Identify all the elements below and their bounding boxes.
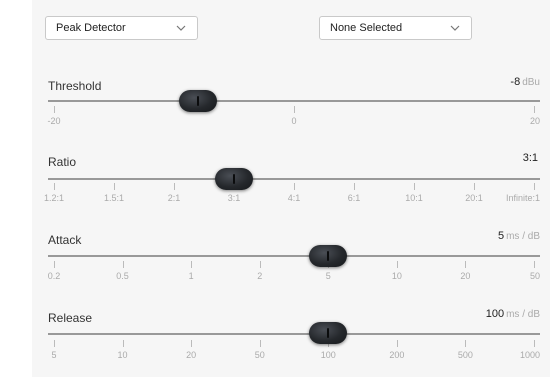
ratio-value-number: 3:1 (522, 152, 538, 164)
ratio-track[interactable] (48, 178, 540, 180)
attack-label: Attack (48, 233, 82, 247)
threshold-tick (54, 106, 55, 113)
attack-tick-label: 20 (460, 271, 471, 281)
threshold-value: -8 dBu (510, 76, 540, 88)
threshold-tick (534, 106, 535, 113)
chevron-down-icon (450, 25, 460, 31)
attack-track[interactable] (48, 255, 540, 257)
threshold-tick-label: -20 (47, 116, 61, 126)
release-tick-label: 50 (254, 350, 265, 360)
release-tick-label: 200 (389, 350, 405, 360)
ratio-tick-label: 4:1 (287, 193, 301, 203)
ratio-tick (114, 183, 115, 190)
attack-tick-label: 0.5 (116, 271, 129, 281)
release-tick (259, 340, 261, 347)
ratio-tick-label: 1.2:1 (43, 193, 65, 203)
attack-tick-label: 50 (529, 271, 540, 281)
ratio-tick (414, 183, 415, 190)
attack-tick (534, 261, 535, 268)
threshold-ticks: -20 0 20 (47, 106, 540, 136)
release-value: 100 ms / dB (486, 308, 540, 320)
attack-value: 5 ms / dB (498, 230, 540, 242)
attack-tick (54, 261, 55, 268)
release-tick-label: 20 (186, 350, 197, 360)
attack-unit: ms / dB (506, 231, 540, 242)
threshold-value-number: -8 (510, 76, 521, 88)
release-tick (534, 340, 535, 347)
sidechain-dropdown[interactable]: None Selected (319, 16, 472, 40)
attack-tick-label: 5 (325, 271, 331, 281)
attack-value-number: 5 (497, 230, 505, 242)
ratio-tick (354, 183, 355, 190)
release-slider-knob[interactable] (309, 322, 348, 344)
ratio-tick-label: 6:1 (347, 193, 361, 203)
detector-dropdown-value: Peak Detector (56, 22, 126, 34)
release-tick (122, 340, 124, 347)
release-tick-label: 5 (51, 350, 57, 360)
attack-tick (259, 261, 261, 268)
threshold-label: Threshold (48, 79, 102, 93)
threshold-tick-label: 20 (529, 116, 540, 126)
attack-slider-knob[interactable] (309, 245, 348, 267)
release-tick-label: 100 (320, 350, 336, 360)
release-tick (465, 340, 467, 347)
ratio-tick (474, 183, 475, 190)
attack-tick-label: 1 (188, 271, 194, 281)
release-value-number: 100 (485, 308, 505, 320)
detector-dropdown[interactable]: Peak Detector (45, 16, 198, 40)
sidechain-dropdown-value: None Selected (330, 22, 403, 34)
attack-tick (122, 261, 124, 268)
release-label: Release (48, 311, 93, 325)
release-tick (191, 340, 193, 347)
ratio-ticks: 1.2:1 1.5:1 2:1 3:1 4:1 6:1 10:1 20:1 Infinite:1 (44, 183, 540, 213)
ratio-tick (534, 183, 535, 190)
release-tick-label: 500 (457, 350, 473, 360)
release-tick (54, 340, 55, 347)
release-track[interactable] (48, 333, 540, 335)
attack-tick-label: 0.2 (47, 271, 61, 281)
attack-tick (396, 261, 398, 268)
chevron-down-icon (176, 25, 186, 31)
ratio-tick-label: 20:1 (465, 193, 483, 203)
ratio-slider-knob[interactable] (215, 168, 253, 190)
attack-tick-label: 10 (391, 271, 402, 281)
ratio-tick-label: 1.5:1 (103, 193, 125, 203)
ratio-tick-label: 2:1 (167, 193, 181, 203)
release-ticks: 5 10 20 50 100 200 500 1000 (48, 340, 540, 370)
threshold-unit: dBu (522, 77, 540, 88)
release-tick-label: 10 (117, 350, 128, 360)
attack-tick (465, 261, 467, 268)
ratio-label: Ratio (48, 155, 77, 169)
settings-panel (32, 0, 550, 377)
threshold-slider-knob[interactable] (179, 90, 217, 112)
release-tick (396, 340, 398, 347)
attack-ticks: 0.2 0.5 1 2 5 10 20 50 (48, 261, 540, 291)
ratio-tick-label: 10:1 (405, 193, 423, 203)
threshold-tick-label: 0 (291, 116, 297, 126)
ratio-tick-label: 3:1 (227, 193, 241, 203)
ratio-tick (294, 183, 295, 190)
ratio-value: 3:1 (523, 152, 540, 164)
threshold-track[interactable] (48, 100, 540, 102)
ratio-tick (54, 183, 55, 190)
release-tick-label: 1000 (519, 350, 540, 360)
ratio-tick-label: Infinite:1 (505, 193, 540, 203)
attack-tick-label: 2 (257, 271, 263, 281)
ratio-tick (174, 183, 175, 190)
release-unit: ms / dB (506, 309, 540, 320)
attack-tick (191, 261, 193, 268)
threshold-tick (294, 106, 295, 113)
